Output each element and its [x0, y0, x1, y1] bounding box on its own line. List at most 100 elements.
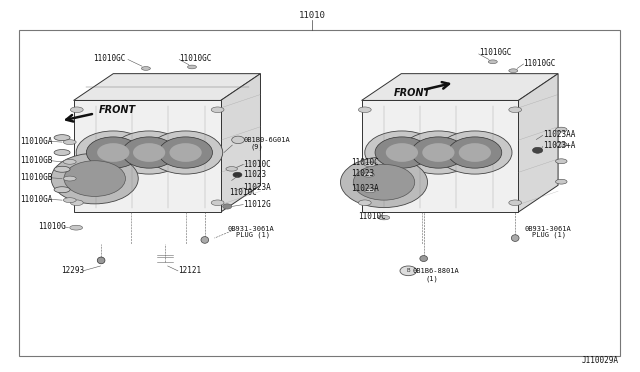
- Text: 11023A: 11023A: [243, 183, 271, 192]
- Text: 0B931-3061A: 0B931-3061A: [525, 226, 572, 232]
- Circle shape: [400, 266, 417, 276]
- Ellipse shape: [54, 166, 70, 172]
- Ellipse shape: [63, 140, 76, 145]
- Polygon shape: [362, 74, 558, 100]
- Polygon shape: [74, 100, 221, 212]
- Ellipse shape: [201, 237, 209, 243]
- Ellipse shape: [211, 200, 224, 205]
- Ellipse shape: [556, 159, 567, 164]
- Polygon shape: [518, 74, 558, 212]
- Circle shape: [51, 153, 138, 204]
- Text: (1): (1): [426, 275, 438, 282]
- Text: 0B1B0-6G01A: 0B1B0-6G01A: [243, 137, 290, 143]
- Circle shape: [401, 131, 476, 174]
- Circle shape: [170, 143, 202, 162]
- Bar: [19, 30, 620, 356]
- Text: 11010GB: 11010GB: [20, 156, 53, 165]
- Text: 11023AA: 11023AA: [543, 130, 575, 139]
- Circle shape: [122, 137, 176, 168]
- Circle shape: [148, 131, 223, 174]
- Ellipse shape: [70, 225, 83, 230]
- Circle shape: [386, 143, 418, 162]
- Text: 11010GA: 11010GA: [20, 137, 53, 146]
- Text: PLUG (1): PLUG (1): [532, 232, 566, 238]
- Polygon shape: [74, 74, 260, 100]
- Ellipse shape: [420, 256, 428, 262]
- Ellipse shape: [97, 257, 105, 264]
- Text: 11012G: 11012G: [243, 200, 271, 209]
- Ellipse shape: [378, 215, 390, 220]
- Text: 11010GC: 11010GC: [93, 54, 125, 63]
- Ellipse shape: [63, 160, 76, 164]
- Text: 11023: 11023: [351, 169, 374, 178]
- Text: 11010GC: 11010GC: [479, 48, 511, 57]
- Text: 11010C: 11010C: [243, 160, 271, 169]
- Ellipse shape: [364, 188, 376, 193]
- Text: PLUG (1): PLUG (1): [236, 232, 269, 238]
- Circle shape: [233, 172, 242, 177]
- Circle shape: [97, 143, 129, 162]
- Circle shape: [448, 137, 502, 168]
- Text: 11010GB: 11010GB: [20, 173, 53, 182]
- Ellipse shape: [358, 107, 371, 113]
- Text: 11010GC: 11010GC: [179, 54, 212, 63]
- Ellipse shape: [226, 167, 237, 171]
- Circle shape: [459, 143, 491, 162]
- Ellipse shape: [358, 200, 371, 205]
- Ellipse shape: [63, 176, 76, 181]
- Ellipse shape: [54, 135, 70, 141]
- Ellipse shape: [54, 187, 70, 193]
- Text: (9): (9): [251, 144, 264, 150]
- Circle shape: [133, 143, 165, 162]
- Text: 11010G: 11010G: [38, 222, 66, 231]
- Circle shape: [86, 137, 140, 168]
- Ellipse shape: [211, 107, 224, 113]
- Text: 0B1B6-8801A: 0B1B6-8801A: [413, 268, 460, 274]
- Text: 11010GC: 11010GC: [524, 59, 556, 68]
- Ellipse shape: [511, 235, 519, 241]
- Circle shape: [159, 137, 212, 168]
- Ellipse shape: [141, 67, 150, 70]
- Ellipse shape: [54, 150, 70, 155]
- Circle shape: [112, 131, 186, 174]
- Circle shape: [340, 157, 428, 208]
- Ellipse shape: [188, 65, 196, 69]
- Circle shape: [64, 161, 125, 196]
- Circle shape: [223, 204, 232, 209]
- Circle shape: [76, 131, 150, 174]
- Ellipse shape: [509, 200, 522, 205]
- Text: 11023A: 11023A: [351, 184, 378, 193]
- Ellipse shape: [556, 127, 567, 132]
- Circle shape: [232, 136, 244, 144]
- Ellipse shape: [509, 107, 522, 113]
- Circle shape: [412, 137, 465, 168]
- Text: 11010GA: 11010GA: [20, 195, 53, 204]
- Circle shape: [422, 143, 454, 162]
- Circle shape: [353, 164, 415, 200]
- Circle shape: [365, 131, 439, 174]
- Text: B: B: [406, 268, 410, 273]
- Ellipse shape: [70, 200, 83, 205]
- Circle shape: [438, 131, 512, 174]
- Text: J110029A: J110029A: [581, 356, 618, 365]
- Text: 11023: 11023: [243, 170, 266, 179]
- Polygon shape: [362, 100, 518, 212]
- Ellipse shape: [363, 173, 374, 177]
- Ellipse shape: [556, 179, 567, 184]
- Ellipse shape: [488, 60, 497, 64]
- Text: 11010C: 11010C: [229, 188, 257, 197]
- Ellipse shape: [509, 69, 518, 73]
- Ellipse shape: [556, 142, 567, 147]
- Circle shape: [375, 137, 429, 168]
- Text: 12293: 12293: [61, 266, 84, 275]
- Text: FRONT: FRONT: [394, 88, 431, 98]
- Text: FRONT: FRONT: [99, 105, 136, 115]
- Text: 11010: 11010: [299, 11, 326, 20]
- Text: 0B931-3061A: 0B931-3061A: [227, 226, 274, 232]
- Text: 12121: 12121: [178, 266, 201, 275]
- Ellipse shape: [364, 162, 376, 167]
- Polygon shape: [221, 74, 260, 212]
- Text: 11010C: 11010C: [351, 158, 378, 167]
- Ellipse shape: [63, 198, 76, 202]
- Circle shape: [532, 147, 543, 153]
